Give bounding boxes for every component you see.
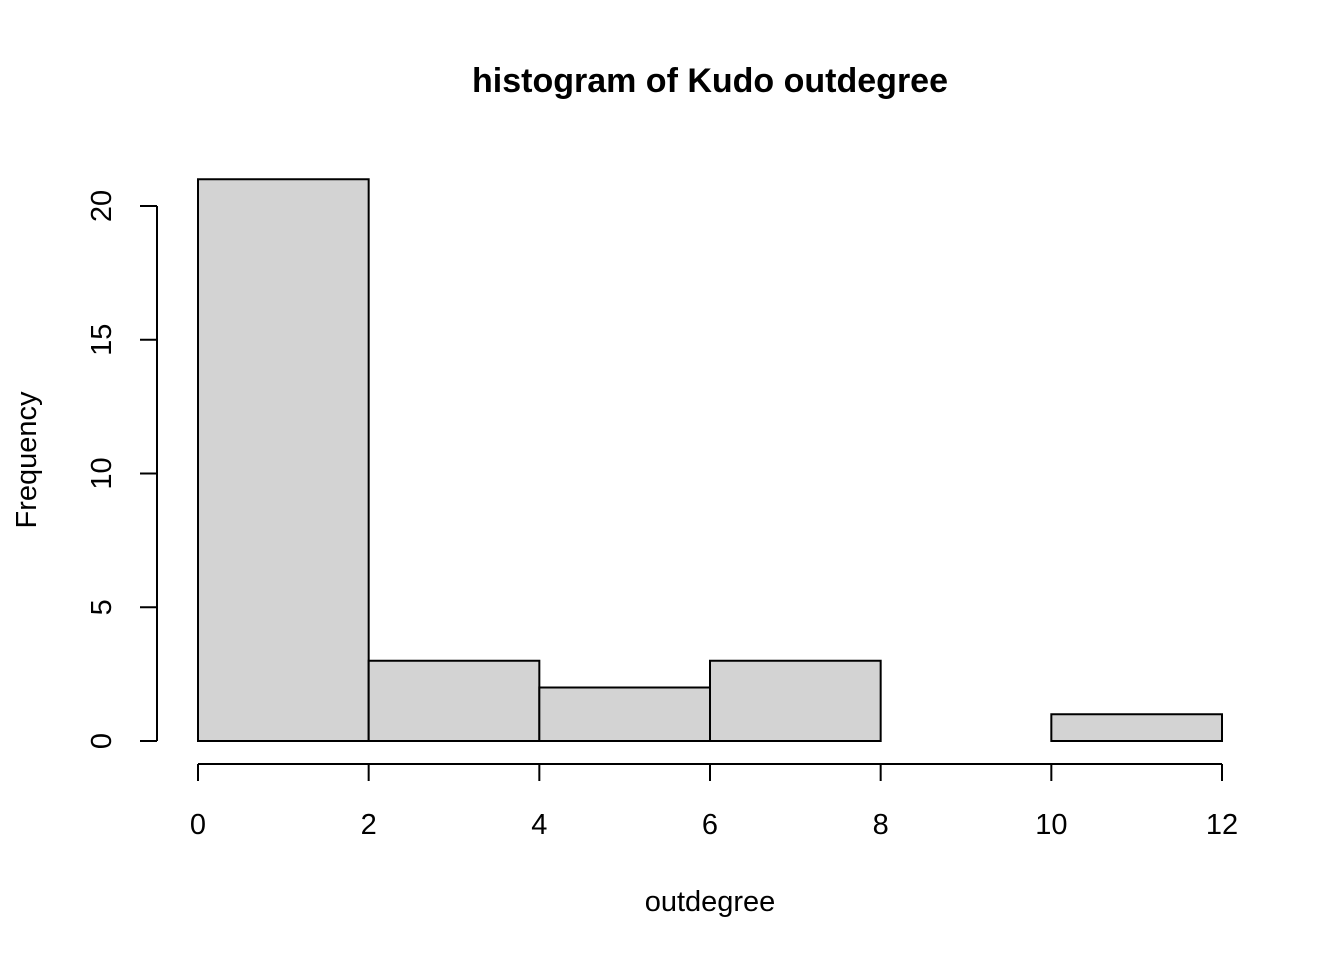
y-tick-label-0: 0 — [86, 733, 118, 749]
bars-group — [197, 178, 1224, 742]
y-tick-label-5: 5 — [86, 599, 118, 615]
y-axis-label: Frequency — [11, 391, 43, 529]
y-tick-label-10: 10 — [86, 457, 118, 489]
y-axis-ticks: 0 5 10 15 20 — [86, 190, 157, 749]
histogram-bar-10-12 — [1050, 713, 1224, 742]
histogram-bar-6-8 — [709, 659, 882, 742]
x-tick-label-8: 8 — [873, 809, 889, 841]
x-axis-ticks: 0 2 4 6 8 10 12 — [190, 764, 1238, 841]
x-tick-label-4: 4 — [531, 809, 547, 841]
x-tick-label-0: 0 — [190, 809, 206, 841]
x-tick-label-12: 12 — [1206, 809, 1238, 841]
x-tick-label-6: 6 — [702, 809, 718, 841]
x-tick-label-10: 10 — [1035, 809, 1067, 841]
x-tick-label-2: 2 — [361, 809, 377, 841]
histogram-bar-2-4 — [367, 659, 541, 742]
histogram-bar-4-6 — [538, 686, 711, 742]
y-tick-label-20: 20 — [86, 190, 118, 222]
x-axis-label: outdegree — [645, 886, 776, 918]
y-tick-label-15: 15 — [86, 324, 118, 356]
histogram-bar-0-2 — [197, 178, 370, 742]
chart-title: histogram of Kudo outdegree — [472, 62, 948, 100]
